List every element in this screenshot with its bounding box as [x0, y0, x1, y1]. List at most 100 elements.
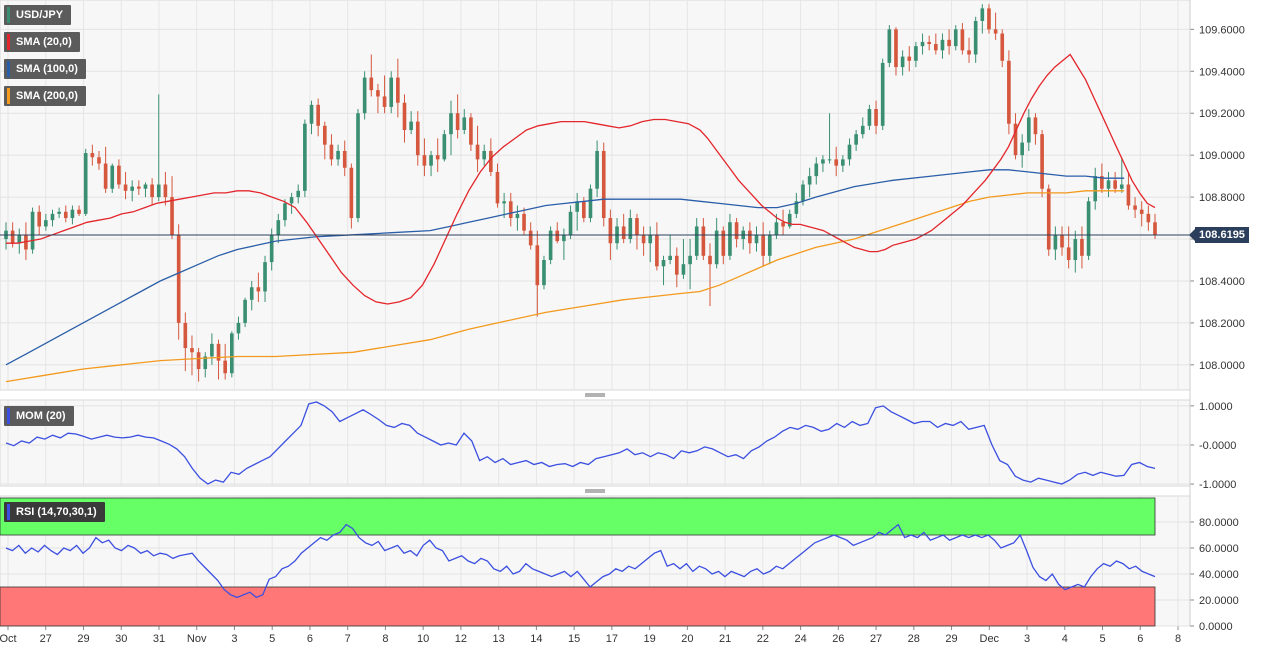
candle-body: [801, 184, 805, 202]
candle-body: [376, 90, 380, 97]
x-tick-label: 28: [908, 633, 920, 645]
candle-body: [794, 201, 799, 214]
candle-body: [229, 333, 234, 374]
candle-body: [641, 234, 646, 244]
candle-body: [283, 203, 287, 221]
x-tick-label: 26: [832, 633, 844, 645]
candle-body: [1026, 117, 1031, 143]
candle-body: [535, 245, 540, 286]
candle-body: [489, 150, 493, 172]
candle-body: [1153, 222, 1157, 235]
candle-body: [847, 144, 852, 160]
candle-body: [854, 134, 858, 145]
candle-body: [874, 109, 878, 126]
y-tick-label-main: 108.0000: [1199, 360, 1245, 372]
y-tick-label-main: 109.2000: [1199, 108, 1245, 120]
legend-entry-label: USD/JPY: [16, 9, 64, 21]
rsi-legend-label: RSI (14,70,30,1): [16, 506, 97, 518]
y-tick-label-rsi: 40.0000: [1199, 569, 1239, 581]
candle-body: [701, 226, 706, 256]
candle-body: [595, 150, 599, 189]
y-tick-label-rsi: 80.0000: [1199, 517, 1239, 529]
candle-body: [807, 176, 812, 185]
candle-body: [475, 144, 480, 160]
candle-body: [761, 234, 765, 256]
legend-color-swatch: [7, 7, 10, 23]
x-tick-label: 5: [1099, 633, 1105, 645]
candle-body: [575, 201, 579, 212]
y-tick-label-main: 108.8000: [1199, 192, 1245, 204]
candle-body: [97, 157, 101, 164]
candle-body: [1053, 234, 1058, 250]
candle-body: [1000, 33, 1005, 61]
candle-body: [103, 163, 108, 189]
candle-body: [947, 39, 951, 47]
candle-body: [137, 186, 141, 189]
y-tick-label-main: 108.4000: [1199, 276, 1245, 288]
candle-body: [1119, 184, 1124, 189]
candle-body: [296, 190, 301, 198]
candle-body: [562, 234, 566, 242]
y-tick-label-main: 109.4000: [1199, 66, 1245, 78]
y-tick-label-rsi: 60.0000: [1199, 543, 1239, 555]
x-tick-label: 8: [382, 633, 388, 645]
candle-body: [548, 230, 553, 260]
candle-body: [57, 211, 61, 214]
candle-body: [183, 322, 188, 349]
candle-body: [349, 167, 354, 219]
candle-body: [322, 125, 327, 145]
candle-body: [156, 184, 161, 198]
candle-body: [814, 163, 819, 177]
y-tick-label-rsi: 0.0000: [1199, 621, 1233, 633]
candle-body: [940, 39, 945, 51]
x-tick-label: 8: [1175, 633, 1181, 645]
candle-body: [422, 155, 427, 166]
candle-body: [515, 213, 520, 219]
candle-body: [1106, 180, 1111, 189]
candle-body: [462, 117, 467, 130]
candle-body: [694, 226, 699, 256]
candle-body: [1133, 205, 1137, 210]
legend-entry: SMA (200,0): [4, 86, 86, 106]
candle-body: [674, 255, 679, 275]
candle-body: [754, 234, 759, 244]
candle-body: [542, 260, 546, 286]
candle-body: [429, 155, 433, 166]
legend-color-swatch: [7, 61, 10, 77]
candle-body: [30, 211, 35, 250]
mom-legend-label: MOM (20): [16, 410, 66, 422]
candle-body: [508, 201, 513, 219]
candle-body: [714, 230, 719, 265]
candle-body: [734, 222, 739, 240]
legend-entry: USD/JPY: [4, 5, 72, 25]
x-tick-label: 30: [115, 633, 127, 645]
candle-body: [708, 255, 712, 265]
candle-body: [993, 29, 998, 34]
candle-body: [1100, 176, 1104, 189]
candle-body: [1139, 209, 1144, 214]
x-tick-label: 5: [269, 633, 275, 645]
candle-body: [130, 186, 135, 191]
candle-body: [934, 44, 938, 51]
candle-body: [841, 159, 845, 166]
candle-body: [1033, 117, 1038, 135]
candle-body: [203, 356, 208, 370]
candle-body: [987, 8, 991, 30]
candle-body: [150, 184, 154, 198]
candle-body: [608, 218, 613, 244]
candle-body: [1040, 134, 1044, 189]
candle-body: [362, 77, 367, 114]
candle-body: [522, 213, 526, 231]
candle-body: [867, 109, 872, 126]
candle-body: [688, 255, 692, 265]
x-tick-label: 29: [945, 633, 957, 645]
current-price-box: 108.6195: [1189, 226, 1249, 243]
candle-body: [907, 56, 912, 61]
x-tick-label: 17: [606, 633, 618, 645]
y-tick-label-main: 109.6000: [1199, 24, 1245, 36]
candle-body: [1080, 239, 1084, 256]
candle-body: [369, 77, 374, 91]
x-tick-label: 27: [40, 633, 52, 645]
candle-body: [329, 144, 334, 160]
